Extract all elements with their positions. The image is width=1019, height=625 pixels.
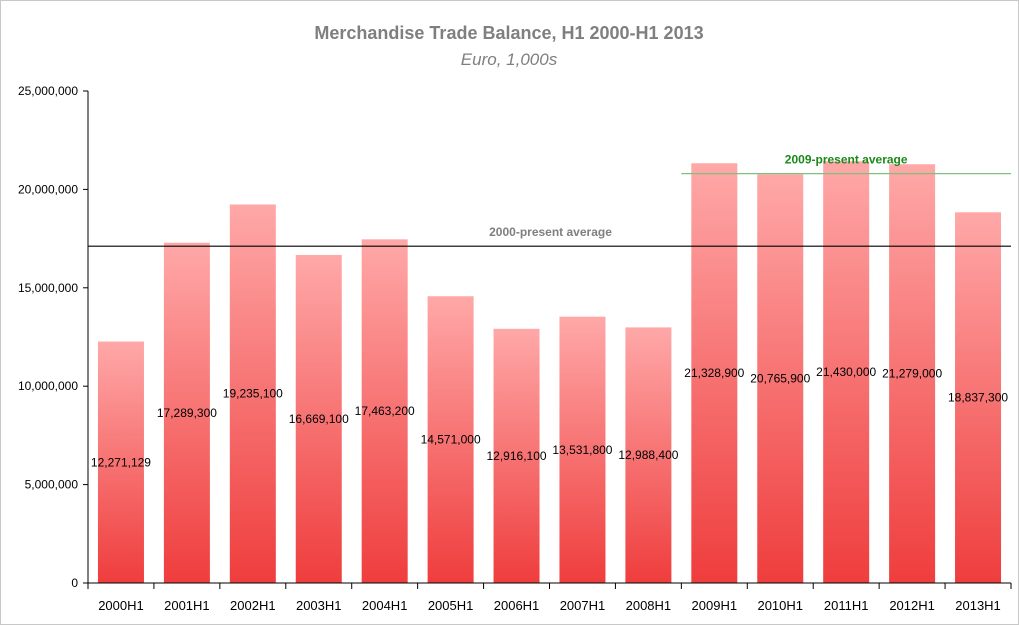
x-tick-label: 2008H1 — [626, 598, 672, 613]
x-tick-label: 2013H1 — [955, 598, 1001, 613]
bar-2012H1 — [889, 164, 936, 583]
x-tick-label: 2010H1 — [757, 598, 803, 613]
x-tick-label: 2009H1 — [692, 598, 738, 613]
x-tick-label: 2007H1 — [560, 598, 606, 613]
data-label: 21,279,000 — [882, 367, 942, 381]
y-tick-label: 15,000,000 — [18, 281, 78, 295]
data-label: 14,571,000 — [421, 433, 481, 447]
y-tick-label: 20,000,000 — [18, 182, 78, 196]
x-tick-label: 2011H1 — [824, 598, 869, 613]
x-tick-label: 2003H1 — [296, 598, 342, 613]
bar-2013H1 — [955, 212, 1002, 584]
bar-2002H1 — [229, 204, 276, 583]
data-label: 18,837,300 — [948, 391, 1008, 405]
reference-label-2009-present: 2009-present average — [785, 153, 908, 167]
chart-subtitle: Euro, 1,000s — [461, 50, 558, 69]
bar-2007H1 — [559, 316, 606, 583]
x-tick-label: 2002H1 — [230, 598, 276, 613]
bar-2011H1 — [823, 161, 870, 583]
reference-label-2000-present: 2000-present average — [489, 225, 612, 239]
y-tick-label: 0 — [71, 576, 78, 590]
bar-2009H1 — [691, 163, 738, 583]
bar-2005H1 — [427, 296, 474, 583]
data-label: 17,289,300 — [157, 406, 217, 420]
bar-2006H1 — [493, 328, 540, 583]
data-label: 21,430,000 — [816, 365, 876, 379]
data-label: 19,235,100 — [223, 387, 283, 401]
data-label: 13,531,800 — [552, 443, 612, 457]
bars-group — [97, 161, 1002, 584]
x-tick-label: 2004H1 — [362, 598, 408, 613]
data-label: 21,328,900 — [684, 366, 744, 380]
data-label: 16,669,100 — [289, 412, 349, 426]
y-tick-label: 25,000,000 — [18, 84, 78, 98]
bar-2000H1 — [97, 341, 144, 583]
data-label: 20,765,900 — [750, 372, 810, 386]
reference-lines-group: 2000-present average 2009-present average — [88, 153, 1011, 247]
bar-2001H1 — [163, 242, 210, 583]
x-tick-label: 2000H1 — [98, 598, 144, 613]
data-label: 12,271,129 — [91, 455, 151, 469]
bar-2003H1 — [295, 254, 342, 583]
axes-group: 2000H1 2001H1 2002H1 2003H1 2004H1 2005H1 2006… — [18, 84, 1012, 613]
data-label: 12,988,400 — [618, 448, 678, 462]
x-tick-label: 2006H1 — [494, 598, 540, 613]
y-tick-label: 10,000,000 — [18, 379, 78, 393]
x-tick-label: 2005H1 — [428, 598, 474, 613]
bar-2008H1 — [625, 327, 672, 583]
bar-2010H1 — [757, 174, 804, 583]
x-tick-label: 2001H1 — [164, 598, 210, 613]
data-label: 17,463,200 — [355, 404, 415, 418]
data-labels-group: 12,271,129 17,289,300 19,235,100 16,669,100… — [91, 365, 1008, 469]
data-label: 12,916,100 — [487, 449, 547, 463]
chart-title: Merchandise Trade Balance, H1 2000-H1 20… — [314, 23, 703, 43]
bar-2004H1 — [361, 239, 408, 583]
y-tick-label: 5,000,000 — [25, 478, 79, 492]
x-tick-label: 2012H1 — [889, 598, 935, 613]
